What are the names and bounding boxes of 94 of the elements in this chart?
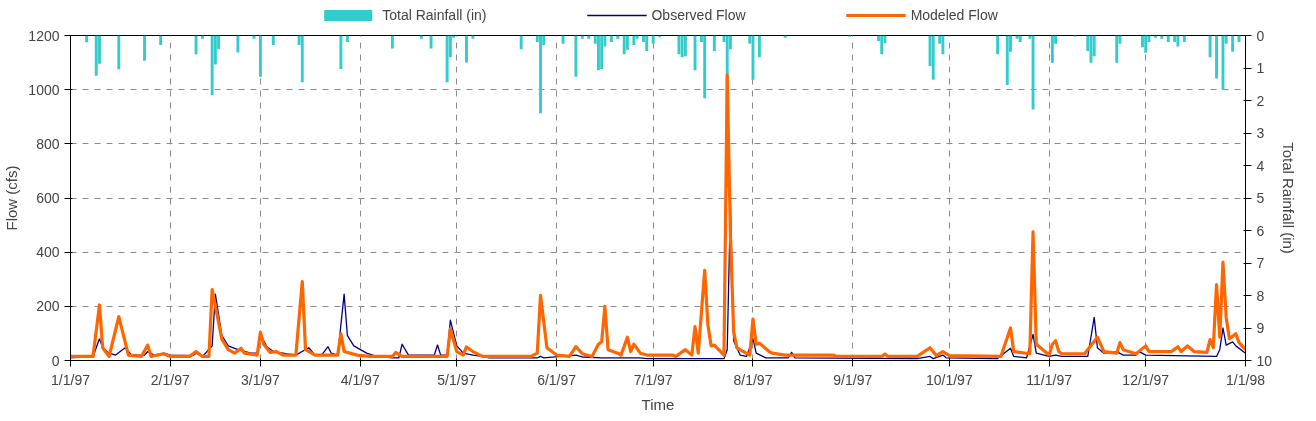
- x-tick-label: 5/1/97: [437, 371, 477, 388]
- bar: [625, 35, 629, 50]
- y-axis-title: Flow (cfs): [3, 165, 21, 231]
- bar: [600, 35, 604, 69]
- y2-tick-label: 10: [1256, 352, 1273, 369]
- bar: [390, 35, 394, 49]
- x-tick-label: 10/1/97: [925, 371, 973, 388]
- x-tick-label: 2/1/97: [150, 371, 190, 388]
- legend-label: Modeled Flow: [910, 7, 998, 23]
- y2-tick-label: 9: [1256, 320, 1265, 336]
- y2-tick-label: 3: [1256, 125, 1265, 141]
- bar: [85, 35, 89, 43]
- y-tick-label: 1000: [28, 81, 60, 98]
- y2-tick-label: 1: [1256, 60, 1265, 76]
- y2-tick-label: 2: [1256, 92, 1265, 109]
- bar: [632, 35, 636, 45]
- y2-tick-label: 6: [1256, 222, 1265, 239]
- y2-tick-label: 5: [1256, 190, 1265, 206]
- y-tick-label: 800: [36, 135, 60, 152]
- bar: [622, 35, 626, 55]
- bar: [574, 35, 578, 77]
- x-tick-label: 1/1/97: [51, 371, 91, 388]
- bar: [445, 35, 449, 83]
- bar: [236, 35, 240, 53]
- bar: [683, 35, 687, 57]
- y-tick-label: 1200: [28, 27, 60, 44]
- bar: [419, 35, 423, 39]
- bar: [465, 35, 468, 63]
- bar: [703, 35, 707, 99]
- y2-tick-label: 4: [1256, 157, 1265, 174]
- bar: [539, 35, 542, 114]
- bar: [587, 35, 591, 39]
- bar: [471, 35, 475, 39]
- bar: [680, 35, 684, 58]
- x-tick-label: 7/1/97: [633, 371, 673, 388]
- line-series: [70, 73, 1246, 359]
- bar: [159, 35, 163, 45]
- x-axis-title: Time: [641, 395, 675, 413]
- bar: [931, 35, 935, 80]
- y2-axis-title: Total Rainfall (in): [1280, 142, 1298, 254]
- bar: [1018, 35, 1022, 42]
- y2-tick-label: 8: [1256, 287, 1265, 304]
- y-tick-label: 0: [51, 352, 60, 369]
- legend-label: Total Rainfall (in): [382, 7, 487, 23]
- x-tick-label: 9/1/97: [833, 371, 873, 388]
- x-tick-label: 3/1/97: [240, 371, 281, 388]
- bar: [712, 35, 716, 52]
- x-tick-label: 8/1/97: [733, 371, 773, 388]
- bar: [941, 35, 945, 55]
- bar: [143, 35, 146, 61]
- bar: [339, 35, 343, 69]
- bar: [1050, 35, 1054, 63]
- bar: [258, 35, 262, 77]
- x-tick-label: 12/1/97: [1122, 371, 1170, 388]
- bar: [1144, 35, 1148, 53]
- bar: [345, 35, 349, 42]
- bar: [1182, 35, 1186, 42]
- bar: [1005, 35, 1009, 85]
- bar: [880, 35, 884, 55]
- bar: [677, 35, 681, 55]
- bar: [757, 35, 761, 58]
- y2-tick-label: 0: [1256, 27, 1265, 44]
- bar: [1231, 35, 1235, 52]
- x-tick-label: 6/1/97: [537, 371, 577, 388]
- bar: [1208, 35, 1212, 58]
- bar: [616, 35, 620, 39]
- bar: [210, 35, 214, 95]
- bar: [597, 35, 600, 71]
- bar: [1166, 35, 1170, 42]
- y-tick-label: 600: [36, 190, 60, 206]
- y-tick-label: 200: [36, 298, 60, 315]
- bar: [201, 35, 204, 39]
- bar: [580, 35, 584, 39]
- bar: [1015, 35, 1019, 39]
- bar: [300, 35, 304, 83]
- bar: [1237, 35, 1241, 42]
- x-tick-label: 4/1/97: [340, 371, 380, 388]
- bar: [1176, 35, 1180, 47]
- bar: [609, 35, 613, 42]
- bar: [117, 35, 121, 70]
- y2-tick-label: 7: [1256, 255, 1265, 271]
- bar: [1115, 35, 1119, 63]
- bar: [271, 35, 275, 45]
- legend-label: Observed Flow: [651, 7, 746, 23]
- x-tick-label: 11/1/97: [1026, 371, 1073, 388]
- bar: [94, 35, 98, 76]
- bar: [645, 35, 649, 52]
- x-tick-label: 1/1/98: [1226, 371, 1266, 388]
- bar: [519, 35, 523, 50]
- bar: [1215, 35, 1218, 79]
- bar: [996, 35, 1000, 55]
- bar: [651, 35, 655, 44]
- bar: [1160, 35, 1164, 39]
- y-tick-label: 400: [36, 244, 60, 261]
